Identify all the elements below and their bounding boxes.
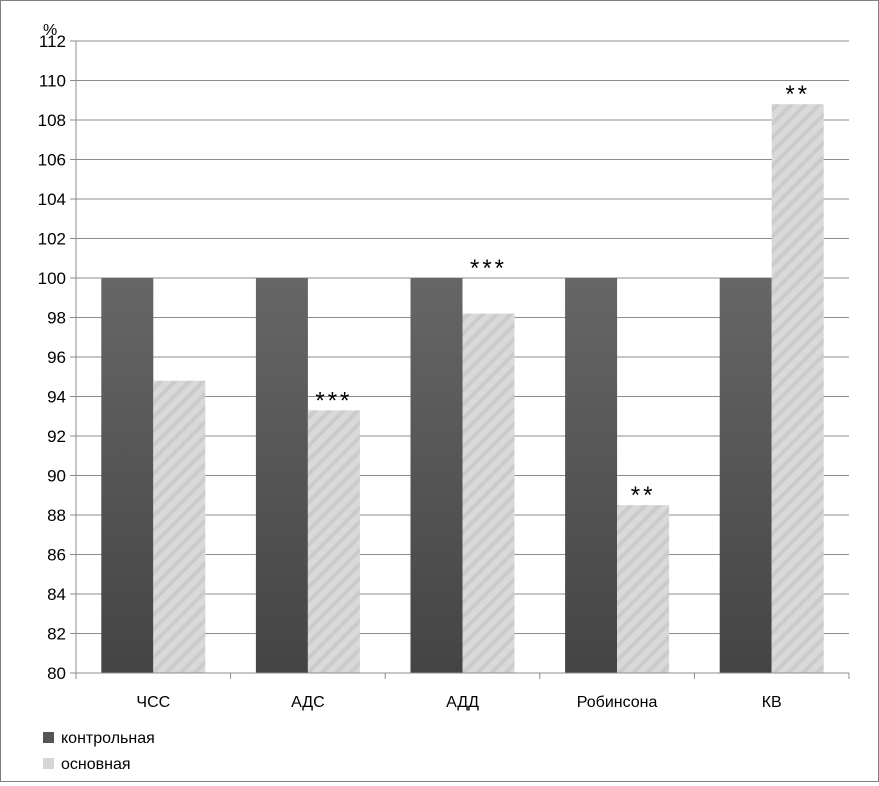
- y-tick-label: 110: [39, 72, 66, 91]
- legend-swatch: [43, 732, 54, 743]
- x-category-label: ЧСС: [136, 694, 170, 711]
- legend-label: основная: [61, 756, 131, 773]
- bar-main-4: [771, 104, 824, 673]
- y-tick-label: 80: [47, 664, 66, 683]
- bar-main-1: [307, 410, 360, 673]
- y-tick-label: 98: [47, 309, 66, 328]
- significance-label: **: [631, 482, 656, 509]
- significance-label: ***: [470, 255, 507, 282]
- labels: 80 82 84 86 88 90 92 94 96 98 100 102 104 106 108 110 11…: [38, 22, 810, 711]
- y-unit-label: %: [43, 22, 57, 39]
- y-tick-label: 100: [38, 269, 66, 288]
- y-tick-label: 82: [47, 625, 66, 644]
- y-tick-label: 84: [47, 585, 66, 604]
- y-tick-label: 102: [38, 230, 66, 249]
- y-tick-label: 86: [47, 546, 66, 565]
- legend: контрольная основная: [43, 730, 155, 773]
- legend-label: контрольная: [61, 730, 155, 747]
- x-category-label: АДС: [291, 694, 325, 711]
- y-tick-label: 104: [38, 190, 66, 209]
- bar-main-0: [153, 380, 206, 673]
- bar-main-2: [462, 313, 515, 673]
- x-category-label: КВ: [762, 694, 782, 711]
- x-category-label: Робинсона: [577, 694, 658, 711]
- x-category-label: АДД: [446, 694, 479, 711]
- significance-label: ***: [315, 387, 352, 414]
- legend-swatch: [43, 758, 54, 769]
- y-tick-label: 96: [47, 348, 66, 367]
- y-tick-label: 90: [47, 467, 66, 486]
- bars: [101, 104, 824, 673]
- y-tick-label: 92: [47, 427, 66, 446]
- significance-label: **: [785, 81, 810, 108]
- y-tick-label: 106: [38, 151, 66, 170]
- bar-control-4: [719, 278, 772, 673]
- y-tick-label: 94: [47, 388, 66, 407]
- bar-control-3: [565, 278, 618, 673]
- bar-control-2: [410, 278, 463, 673]
- y-tick-label: 108: [38, 111, 66, 130]
- bar-control-1: [255, 278, 308, 673]
- axes: [70, 40, 850, 679]
- bar-main-3: [617, 505, 670, 673]
- y-tick-label: 88: [47, 506, 66, 525]
- y-tick-label: 112: [39, 32, 66, 51]
- bar-control-0: [101, 278, 154, 673]
